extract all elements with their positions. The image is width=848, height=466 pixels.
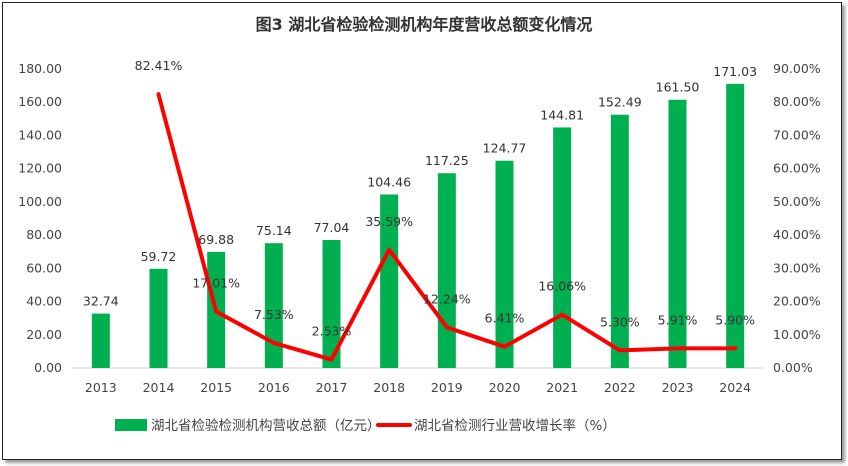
x-tick-label: 2022 xyxy=(604,380,636,395)
bar xyxy=(149,268,168,368)
chart-frame xyxy=(2,2,842,460)
line-data-label: 12.24% xyxy=(423,291,471,306)
bar-data-label: 171.03 xyxy=(713,64,757,79)
y-right-tick-label: 50.00% xyxy=(773,194,821,209)
bar-data-label: 59.72 xyxy=(141,249,177,264)
bar xyxy=(495,160,514,368)
y-left-tick-label: 120.00 xyxy=(18,161,62,176)
bar-data-label: 104.46 xyxy=(367,174,411,189)
x-tick-label: 2021 xyxy=(546,380,578,395)
y-left-tick-label: 180.00 xyxy=(18,61,62,76)
legend-label-bars: 湖北省检验检测机构营收总额（亿元） xyxy=(151,418,381,434)
x-tick-label: 2023 xyxy=(662,380,694,395)
y-right-tick-label: 90.00% xyxy=(773,61,821,76)
y-right-tick-label: 40.00% xyxy=(773,227,821,242)
x-tick-label: 2019 xyxy=(431,380,463,395)
bar-data-label: 117.25 xyxy=(425,153,469,168)
bar-data-label: 152.49 xyxy=(598,95,642,110)
x-tick-label: 2020 xyxy=(489,380,521,395)
bar xyxy=(553,127,572,368)
x-tick-label: 2017 xyxy=(316,380,348,395)
bar-data-label: 161.50 xyxy=(656,80,700,95)
x-tick-label: 2014 xyxy=(143,380,175,395)
y-right-tick-label: 70.00% xyxy=(773,127,821,142)
legend-swatch-bars xyxy=(115,419,147,431)
line-data-label: 5.90% xyxy=(715,312,755,327)
y-right-tick-label: 30.00% xyxy=(773,260,821,275)
y-left-tick-label: 80.00 xyxy=(26,227,62,242)
x-tick-label: 2013 xyxy=(85,380,117,395)
y-left-tick-label: 40.00 xyxy=(26,294,62,309)
y-left-tick-label: 60.00 xyxy=(26,260,62,275)
bar-data-label: 124.77 xyxy=(483,141,527,156)
y-right-tick-label: 60.00% xyxy=(773,161,821,176)
bar-data-label: 32.74 xyxy=(83,294,119,309)
line-data-label: 17.01% xyxy=(192,275,240,290)
x-tick-label: 2015 xyxy=(200,380,232,395)
bar-data-label: 75.14 xyxy=(256,223,292,238)
growth-rate-line xyxy=(156,92,738,362)
bar xyxy=(726,83,745,368)
bar-data-label: 69.88 xyxy=(198,232,234,247)
y-left-tick-label: 20.00 xyxy=(26,327,62,342)
line-data-label: 6.41% xyxy=(485,311,525,326)
bar xyxy=(668,99,687,368)
bar xyxy=(437,173,456,368)
y-right-tick-label: 0.00% xyxy=(773,360,813,375)
line-data-label: 82.41% xyxy=(135,58,183,73)
x-tick-label: 2024 xyxy=(719,380,751,395)
x-tick-label: 2018 xyxy=(373,380,405,395)
x-tick-label: 2016 xyxy=(258,380,290,395)
line-data-label: 16.06% xyxy=(538,279,586,294)
line-data-label: 35.59% xyxy=(365,214,413,229)
bar xyxy=(264,243,283,368)
line-data-label: 5.91% xyxy=(658,312,698,327)
legend: 湖北省检验检测机构营收总额（亿元） 湖北省检测行业营收增长率（%） xyxy=(115,417,616,434)
bar xyxy=(322,240,341,368)
line-data-label: 5.30% xyxy=(600,314,640,329)
bar-data-label: 144.81 xyxy=(540,107,584,122)
y-left-tick-label: 140.00 xyxy=(18,127,62,142)
y-right-tick-label: 80.00% xyxy=(773,94,821,109)
y-right-tick-label: 10.00% xyxy=(773,327,821,342)
line-data-label: 7.53% xyxy=(254,307,294,322)
bar xyxy=(380,194,399,368)
y-left-tick-label: 0.00 xyxy=(34,360,62,375)
y-left-tick-label: 100.00 xyxy=(18,194,62,209)
y-right-tick-label: 20.00% xyxy=(773,294,821,309)
line-data-label: 2.53% xyxy=(312,324,352,339)
chart-title: 图3 湖北省检验检测机构年度营收总额变化情况 xyxy=(256,15,593,34)
y-left-tick-label: 160.00 xyxy=(18,94,62,109)
legend-label-line: 湖北省检测行业营收增长率（%） xyxy=(414,417,616,434)
bar xyxy=(610,114,629,368)
bar xyxy=(91,313,110,368)
bar-data-label: 77.04 xyxy=(314,220,350,235)
